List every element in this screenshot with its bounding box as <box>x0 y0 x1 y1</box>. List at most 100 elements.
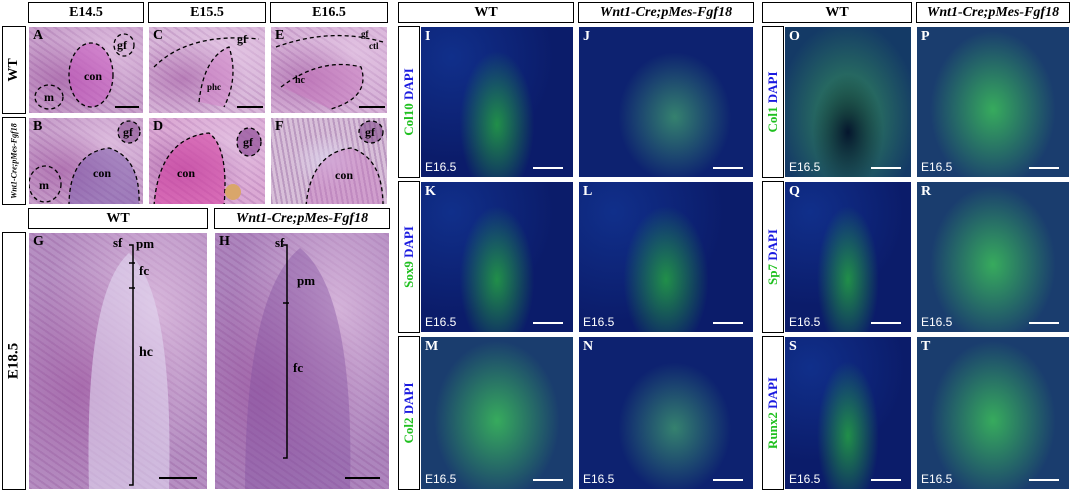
annot-con-d: con <box>177 166 195 180</box>
panel-label-j: J <box>583 29 590 44</box>
annot-con-f: con <box>335 168 353 182</box>
marker-dapi-5: DAPI <box>765 229 780 261</box>
scale-bar-i <box>533 167 563 169</box>
header-mutant-ij: Wnt1-Cre;pMes-Fgf18 <box>578 2 754 23</box>
panel-h: H sf pm fc <box>214 232 390 490</box>
annot-gf-b: gf <box>123 125 133 139</box>
panel-p: P E16.5 <box>916 26 1070 178</box>
panel-q: Q E16.5 <box>784 181 912 333</box>
panel-label-k: K <box>425 184 436 199</box>
annot-ctl-e: ctl <box>369 41 379 51</box>
marker-label-runx2: Runx2 DAPI <box>762 336 784 490</box>
row-label-e18-5-text: E18.5 <box>5 342 22 380</box>
annot-pm-h: pm <box>297 273 316 288</box>
panel-label-q: Q <box>789 184 800 199</box>
annot-fc-h: fc <box>293 360 304 375</box>
panel-label-b: B <box>33 119 43 134</box>
scale-bar-k <box>533 322 563 324</box>
panel-label-c: C <box>153 28 164 43</box>
annot-hc-g: hc <box>139 345 153 360</box>
annot-gf-d: gf <box>243 135 253 149</box>
annot-gf-f: gf <box>365 125 375 139</box>
panel-label-r: R <box>921 184 932 199</box>
panel-i: I E16.5 <box>420 26 574 178</box>
row-label-wt: WT <box>2 26 26 114</box>
panel-f: F con gf <box>270 117 388 205</box>
panel-k: K E16.5 <box>420 181 574 333</box>
stage-m: E16.5 <box>425 472 457 486</box>
annot-hc-e: hc <box>295 75 305 86</box>
marker-dapi-6: DAPI <box>765 377 780 409</box>
stage-n: E16.5 <box>583 472 615 486</box>
stage-t: E16.5 <box>921 472 953 486</box>
scale-bar-r <box>1029 322 1059 324</box>
panel-label-g: G <box>33 234 44 249</box>
panel-o: O E16.5 <box>784 26 912 178</box>
annot-gf-c: gf <box>237 32 247 46</box>
scale-bar-m <box>533 479 563 481</box>
row-label-e18-5: E18.5 <box>2 232 26 490</box>
annot-gf-a: gf <box>117 38 127 52</box>
stage-s: E16.5 <box>789 472 821 486</box>
marker-label-col1: Col1 DAPI <box>762 26 784 178</box>
panel-l: L E16.5 <box>578 181 754 333</box>
annot-m-b: m <box>39 178 49 192</box>
panel-b: B con m gf <box>28 117 144 205</box>
marker-dapi-2: DAPI <box>401 226 416 258</box>
panel-label-i: I <box>425 29 431 44</box>
marker-col10: Col10 <box>401 103 416 136</box>
panel-d: D con gf <box>148 117 266 205</box>
panel-label-f: F <box>275 119 284 134</box>
header-e14-5: E14.5 <box>28 2 144 23</box>
scale-bar-o <box>871 167 901 169</box>
panel-n: N E16.5 <box>578 336 754 490</box>
scale-bar-l <box>713 322 743 324</box>
panel-label-s: S <box>789 339 797 354</box>
panel-label-t: T <box>921 339 931 354</box>
scale-bar-j <box>713 167 743 169</box>
stage-i: E16.5 <box>425 160 457 174</box>
header-wt-g: WT <box>28 208 208 229</box>
panel-label-d: D <box>153 119 164 134</box>
panel-label-n: N <box>583 339 594 354</box>
annot-fc-g: fc <box>139 263 150 278</box>
panel-e: E hc gf ctl <box>270 26 388 114</box>
marker-dapi-3: DAPI <box>401 382 416 415</box>
panel-g-outlines <box>88 244 197 489</box>
annot-con-b: con <box>93 166 111 180</box>
panel-g: G sf pm fc hc <box>28 232 208 490</box>
marker-col2: Col2 <box>401 417 416 444</box>
panel-t: T E16.5 <box>916 336 1070 490</box>
stage-p: E16.5 <box>921 160 953 174</box>
stage-l: E16.5 <box>583 315 615 329</box>
header-wt-op: WT <box>762 2 912 23</box>
marker-label-sox9: Sox9 DAPI <box>398 181 420 333</box>
panel-m: M E16.5 <box>420 336 574 490</box>
panel-label-e: E <box>275 28 285 43</box>
scale-bar-s <box>871 479 901 481</box>
panel-label-a: A <box>33 28 44 43</box>
row-label-mutant: Wnt1-Cre;pMes-Fgf18 <box>2 117 26 205</box>
marker-runx2: Runx2 <box>765 412 780 449</box>
panel-c: C gf phc <box>148 26 266 114</box>
annot-sf-h: sf <box>275 235 285 250</box>
header-e15-5: E15.5 <box>148 2 266 23</box>
panel-j: J <box>578 26 754 178</box>
annot-con-a: con <box>84 69 102 83</box>
row-label-wt-text: WT <box>6 58 21 82</box>
panel-label-o: O <box>789 29 800 44</box>
panel-d-outlines <box>153 127 262 204</box>
marker-sp7: Sp7 <box>765 264 780 285</box>
marker-label-sp7: Sp7 DAPI <box>762 181 784 333</box>
marker-dapi-1: DAPI <box>401 68 416 101</box>
stage-q: E16.5 <box>789 315 821 329</box>
panel-a: A con m gf <box>28 26 144 114</box>
scale-bar-n <box>713 479 743 481</box>
scale-bar-p <box>1029 167 1059 169</box>
marker-col1: Col1 <box>765 106 780 133</box>
header-mutant-h: Wnt1-Cre;pMes-Fgf18 <box>214 208 390 229</box>
stage-o: E16.5 <box>789 160 821 174</box>
header-mutant-op: Wnt1-Cre;pMes-Fgf18 <box>916 2 1070 23</box>
header-e16-5: E16.5 <box>270 2 388 23</box>
row-label-mutant-text: Wnt1-Cre;pMes-Fgf18 <box>9 123 19 199</box>
